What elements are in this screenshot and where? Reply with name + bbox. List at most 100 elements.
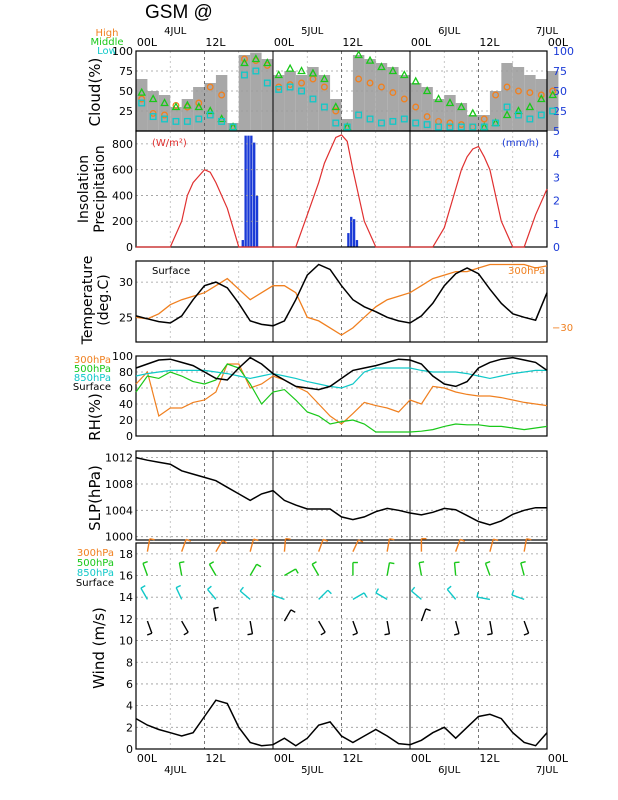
wind-barb bbox=[212, 608, 217, 622]
precip-ytick-right: 5 bbox=[553, 125, 560, 138]
wind-barb-flag bbox=[327, 589, 332, 595]
wind-barb bbox=[178, 562, 183, 576]
cloud-middle-point bbox=[537, 94, 546, 103]
rh-ytick: 20 bbox=[119, 414, 133, 427]
cloud-middle-point bbox=[388, 66, 398, 75]
rh-surface-line bbox=[135, 356, 548, 391]
top-hour-label: 00L bbox=[274, 36, 295, 49]
precip-ytick-right: 2 bbox=[553, 195, 560, 208]
cloud-high-point bbox=[218, 91, 226, 99]
cloud-low-point bbox=[218, 117, 226, 125]
wind-barb bbox=[249, 620, 254, 634]
insolation-ytick: 400 bbox=[112, 189, 133, 202]
cloud-low-point bbox=[298, 87, 305, 95]
wind-barb bbox=[175, 587, 183, 600]
temperature-frame bbox=[135, 260, 548, 343]
rh-ytick: 60 bbox=[119, 382, 133, 395]
cloud-high-point bbox=[320, 83, 328, 91]
slp-ytick: 1008 bbox=[105, 478, 133, 491]
cloud-ytick: 100 bbox=[112, 45, 133, 58]
cloud-middle-point bbox=[525, 102, 535, 111]
wind-barb bbox=[271, 594, 285, 601]
bottom-hour-label: 12L bbox=[342, 752, 363, 765]
wind-barb bbox=[208, 563, 217, 576]
cloud-low-point bbox=[378, 119, 385, 127]
wind-ytick: 0 bbox=[126, 743, 133, 756]
rh-ytick: 100 bbox=[112, 350, 133, 363]
cloud-high-point bbox=[515, 87, 522, 95]
precip-ytick-right: 0 bbox=[553, 241, 560, 254]
wind-barb bbox=[181, 539, 187, 552]
cloud-cover-bar bbox=[295, 75, 308, 131]
wind-ytick: 14 bbox=[119, 591, 133, 604]
wind-barb-flag bbox=[142, 560, 148, 564]
wind-legend-300: 300hPa bbox=[77, 548, 114, 559]
cloud-low-point bbox=[457, 123, 465, 131]
wind-barb bbox=[140, 587, 149, 600]
cloud-middle-point bbox=[263, 58, 272, 67]
cloud-cover-bar bbox=[273, 75, 285, 131]
rh-legend-500: 500hPa bbox=[74, 364, 111, 375]
cloud-cover-bar bbox=[455, 103, 468, 131]
wind-barb-flag bbox=[389, 562, 395, 565]
wind-barb-flag bbox=[493, 538, 499, 542]
cloud-cover-bar bbox=[158, 95, 171, 131]
cloud-high-point bbox=[446, 119, 454, 127]
wind-barb-flag bbox=[352, 632, 358, 636]
cloud-low-point bbox=[195, 115, 203, 123]
top-hour-label: 12L bbox=[205, 36, 226, 49]
wind-barb-flag bbox=[149, 538, 155, 541]
precip-bar bbox=[244, 135, 247, 247]
wind-barb-flag bbox=[239, 586, 244, 592]
wind-barb-flag bbox=[363, 592, 368, 598]
wind-barb-flag bbox=[290, 609, 296, 613]
cloud-low-point bbox=[275, 85, 283, 93]
chart-title: GSM @ bbox=[145, 2, 213, 23]
precip-bar bbox=[247, 135, 250, 247]
cloud-low-point bbox=[469, 123, 477, 131]
cloud-ytick-right: 25 bbox=[553, 105, 567, 118]
wind-barb-flag bbox=[207, 585, 212, 590]
cloud-ylabel: Cloud(%) bbox=[86, 58, 104, 127]
wind-ytick: 10 bbox=[119, 635, 133, 648]
cloud-low-point bbox=[309, 95, 317, 103]
wind-barb-flag bbox=[389, 538, 395, 541]
cloud-low-point bbox=[149, 113, 157, 121]
wind-barb bbox=[454, 620, 460, 634]
wind-legend-500: 500hPa bbox=[77, 558, 114, 569]
wind-barb bbox=[453, 562, 457, 576]
cloud-middle-point bbox=[457, 102, 466, 111]
cloud-high-point bbox=[423, 113, 431, 121]
cloud-middle-point bbox=[320, 74, 329, 83]
bottom-date-label: 7JUL bbox=[536, 765, 559, 776]
cloud-cover-bar bbox=[284, 71, 296, 131]
temperature-ytick: 30 bbox=[119, 276, 133, 289]
slp-ylabel: SLP(hPa) bbox=[86, 465, 104, 531]
top-hour-label: 00L bbox=[411, 36, 432, 49]
cloud-middle-point bbox=[240, 58, 249, 67]
wind-barb bbox=[386, 562, 391, 576]
rh-legend-300: 300hPa bbox=[74, 355, 111, 366]
wind-barb bbox=[318, 589, 329, 600]
insolation-ytick: 800 bbox=[112, 138, 133, 151]
cloud-low-point bbox=[286, 83, 294, 91]
cloud-middle-point bbox=[285, 63, 295, 72]
top-date-label: 5JUL bbox=[301, 26, 324, 37]
insolation-line bbox=[136, 134, 548, 248]
wind-barb-flag bbox=[185, 538, 192, 542]
wind-barb bbox=[181, 620, 189, 633]
wind-barb bbox=[418, 562, 423, 576]
cloud-cover-bar bbox=[421, 87, 433, 131]
precip-bar bbox=[253, 142, 256, 247]
rh-500hpa-line bbox=[135, 363, 548, 433]
wind-barb bbox=[283, 538, 287, 552]
cloud-cover-bar bbox=[352, 55, 365, 131]
top-time-axis: 00L 12L 00L 12L 00L 12L 00L 4JUL 5JUL 6JUL 7JUL bbox=[137, 26, 569, 49]
wind-barb-flag bbox=[485, 560, 491, 564]
cloud-low-point bbox=[183, 117, 191, 125]
wind-barb bbox=[142, 563, 149, 576]
cloud-high-point bbox=[389, 89, 397, 97]
cloud-ytick-right: 75 bbox=[553, 65, 567, 78]
cloud-cover-bar bbox=[512, 67, 525, 131]
